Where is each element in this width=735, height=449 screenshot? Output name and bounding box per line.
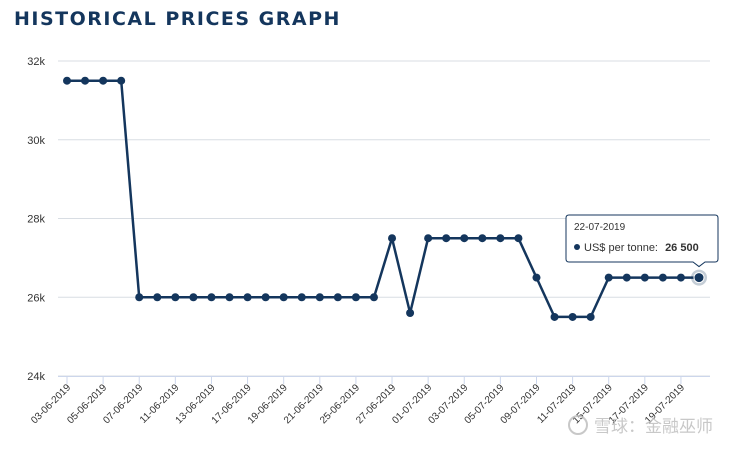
snowball-logo-icon bbox=[568, 414, 588, 435]
data-point[interactable] bbox=[693, 272, 705, 284]
y-tick-label: 32k bbox=[27, 56, 45, 68]
y-axis-ticks: 24k 26k 28k 30k 32k bbox=[27, 56, 45, 383]
data-point[interactable] bbox=[153, 293, 162, 302]
tooltip-series-label: US$ per tonne: bbox=[584, 242, 658, 254]
tooltip-box bbox=[565, 214, 719, 268]
tooltip-value: 26 500 bbox=[665, 242, 699, 254]
y-tick-label: 30k bbox=[27, 135, 45, 147]
data-point[interactable] bbox=[279, 293, 288, 302]
data-point[interactable] bbox=[658, 273, 667, 282]
data-point[interactable] bbox=[676, 273, 685, 282]
data-point[interactable] bbox=[225, 293, 234, 302]
data-point[interactable] bbox=[388, 234, 397, 243]
data-point[interactable] bbox=[333, 293, 342, 302]
svg-text:US$ per tonne: 26 500: US$ per tonne: 26 500 bbox=[584, 242, 699, 254]
series-group bbox=[63, 76, 707, 321]
data-point[interactable] bbox=[261, 293, 270, 302]
data-point[interactable] bbox=[171, 293, 180, 302]
data-point[interactable] bbox=[63, 76, 71, 85]
data-point[interactable] bbox=[514, 234, 523, 243]
data-point[interactable] bbox=[243, 293, 252, 302]
data-point[interactable] bbox=[622, 273, 631, 282]
y-tick-label: 28k bbox=[27, 214, 45, 226]
data-point[interactable] bbox=[586, 312, 595, 321]
data-point[interactable] bbox=[207, 293, 216, 302]
data-point[interactable] bbox=[406, 309, 415, 317]
tooltip: 22-07-2019 US$ per tonne: 26 500 bbox=[565, 214, 719, 268]
data-point[interactable] bbox=[297, 293, 306, 302]
y-tick-label: 26k bbox=[27, 292, 45, 304]
data-point[interactable] bbox=[189, 293, 198, 302]
data-point[interactable] bbox=[568, 312, 577, 321]
watermark: 雪球：金融巫师 bbox=[568, 412, 713, 437]
series-line bbox=[67, 79, 699, 319]
data-point[interactable] bbox=[442, 234, 451, 243]
data-point[interactable] bbox=[460, 234, 469, 243]
data-point[interactable] bbox=[99, 76, 108, 85]
tooltip-date: 22-07-2019 bbox=[574, 222, 626, 233]
data-point[interactable] bbox=[351, 293, 360, 302]
y-tick-label: 24k bbox=[27, 371, 45, 383]
data-point[interactable] bbox=[369, 293, 378, 302]
page-title: HISTORICAL PRICES GRAPH bbox=[14, 8, 341, 30]
data-point[interactable] bbox=[640, 273, 649, 282]
data-point[interactable] bbox=[532, 273, 541, 282]
data-point[interactable] bbox=[135, 293, 144, 302]
data-point[interactable] bbox=[478, 234, 487, 243]
data-point[interactable] bbox=[117, 76, 126, 85]
data-point[interactable] bbox=[550, 312, 559, 321]
tooltip-series-marker bbox=[574, 244, 580, 250]
data-point[interactable] bbox=[604, 273, 613, 282]
data-point[interactable] bbox=[81, 76, 90, 85]
watermark-text: 雪球：金融巫师 bbox=[594, 417, 713, 437]
data-point[interactable] bbox=[496, 234, 505, 243]
data-point[interactable] bbox=[315, 293, 324, 302]
data-point[interactable] bbox=[424, 234, 433, 243]
